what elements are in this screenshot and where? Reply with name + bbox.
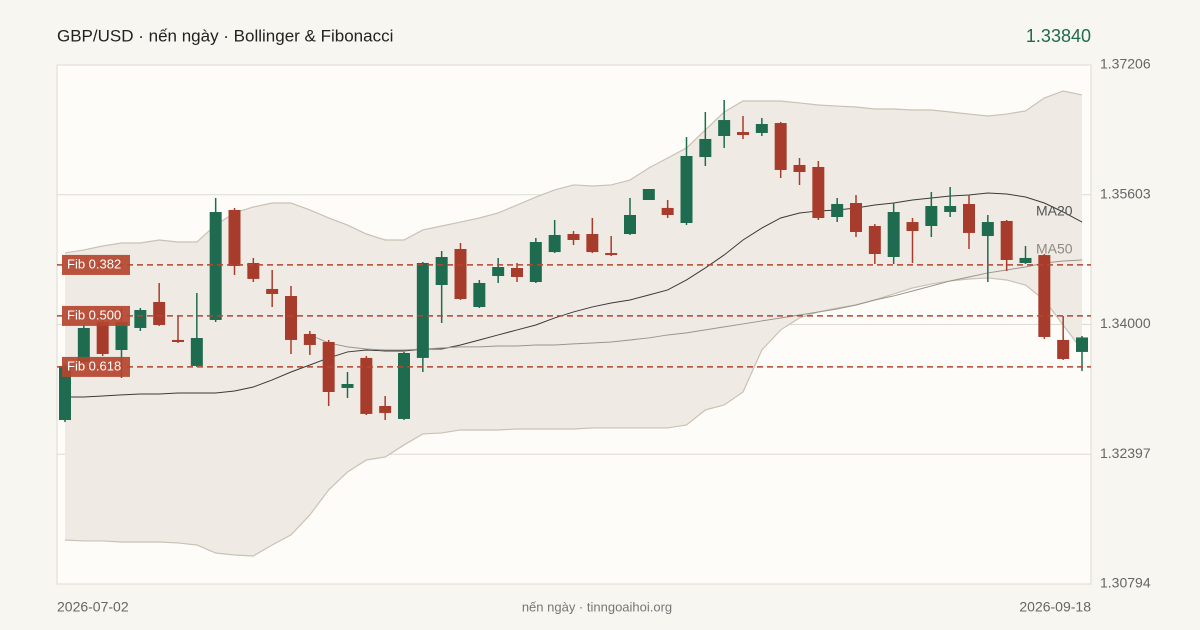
bollinger-band	[65, 90, 1082, 556]
y-tick-label: 1.34000	[1100, 315, 1151, 331]
candle-body	[868, 225, 881, 254]
candle-body	[435, 256, 448, 286]
candle-body	[228, 209, 241, 266]
candle-body	[699, 138, 712, 158]
candle-body	[341, 383, 354, 388]
y-tick-label: 1.35603	[1100, 185, 1151, 201]
candle-body	[1057, 339, 1070, 359]
candle-body	[661, 207, 674, 215]
candle-body	[887, 211, 900, 257]
candle-body	[925, 206, 938, 226]
candle-body	[981, 222, 994, 237]
ma-label: MA50	[1036, 241, 1073, 257]
candle-body	[59, 366, 71, 421]
candle-body	[134, 310, 147, 328]
candle-body	[190, 338, 203, 366]
ma-label: MA20	[1036, 203, 1073, 219]
candle-body	[850, 203, 862, 232]
candle-body	[680, 155, 693, 223]
candle-body	[642, 189, 655, 201]
fib-label-box	[62, 305, 130, 326]
candle-body	[906, 222, 919, 232]
candle-body	[115, 321, 128, 350]
candle-body	[153, 301, 166, 325]
y-tick-label: 1.30794	[1100, 575, 1151, 591]
candle-body	[718, 120, 731, 136]
candle-body	[605, 253, 618, 256]
candle-body	[774, 123, 787, 170]
candle-body	[172, 339, 184, 342]
candle-body	[398, 352, 410, 419]
y-tick-label: 1.37206	[1100, 56, 1151, 72]
candle-body	[755, 124, 768, 133]
fib-label-box	[62, 356, 130, 377]
candle-body	[567, 234, 580, 240]
footer: nến ngày · tinngoaihoi.org	[522, 599, 672, 614]
bollinger-lower	[64, 277, 1083, 557]
candle-body	[737, 132, 749, 136]
candle-body	[963, 203, 975, 233]
candle-body	[416, 262, 429, 358]
candle-body	[1076, 337, 1088, 352]
candle-body	[624, 214, 636, 235]
candle-body	[247, 262, 260, 279]
candle-body	[1000, 220, 1013, 260]
candle-body	[473, 282, 486, 308]
candle-body	[529, 242, 542, 283]
candle-body	[360, 357, 373, 414]
candle-body	[944, 206, 957, 212]
candle-body	[511, 268, 523, 277]
ma-line	[65, 192, 1083, 398]
candle-body	[303, 333, 316, 345]
last-price: 1.33840	[1026, 26, 1091, 46]
x-tick-label: 2026-09-18	[1019, 599, 1091, 615]
fib-label: Fib 0.618	[67, 358, 121, 373]
candle-body	[492, 267, 505, 277]
fib-label: Fib 0.500	[67, 307, 121, 322]
ma-line	[309, 259, 1083, 351]
y-tick-label: 1.32397	[1100, 445, 1151, 461]
candle-body	[77, 327, 90, 362]
candle-body	[96, 321, 109, 354]
candle-body	[209, 211, 222, 320]
candle-body	[285, 296, 297, 340]
candle-body	[379, 406, 392, 413]
candle-body	[548, 234, 561, 253]
x-tick-label: 2026-07-02	[57, 599, 129, 615]
candle-body	[831, 203, 844, 218]
candle-body	[1019, 257, 1032, 263]
candle-body	[812, 166, 825, 218]
fib-label-box	[62, 254, 130, 275]
candle-body	[1038, 255, 1051, 337]
candle-body	[454, 248, 467, 300]
candle-body	[586, 234, 599, 253]
chart-title: GBP/USD · nến ngày · Bollinger & Fibonac…	[57, 26, 393, 45]
fib-label: Fib 0.382	[67, 256, 121, 271]
candle-body	[266, 288, 279, 294]
candle-body	[793, 164, 806, 173]
